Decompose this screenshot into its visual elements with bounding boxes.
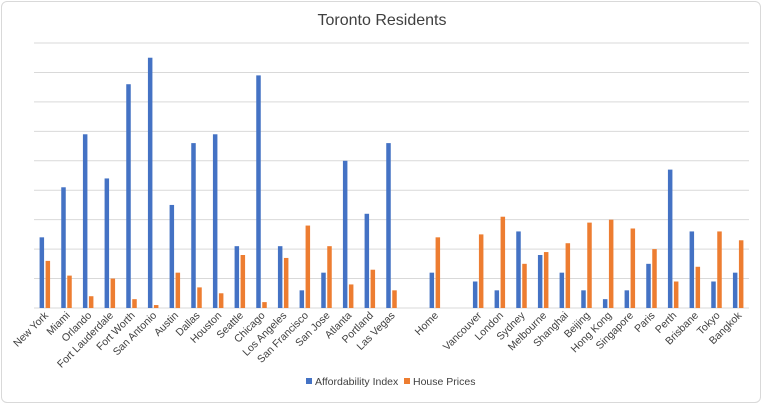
bar-affordability-31 <box>711 281 716 308</box>
bar-affordability-24 <box>559 272 565 308</box>
bar-affordability-5 <box>147 57 153 308</box>
bar-affordability-27 <box>624 290 630 308</box>
legend: Affordability Index House Prices <box>306 376 475 388</box>
bars <box>39 57 744 308</box>
legend-label-1: House Prices <box>413 376 475 388</box>
bar-house-prices-24 <box>565 243 571 308</box>
bar-house-prices-14 <box>348 284 354 308</box>
bar-house-prices-2 <box>88 296 94 308</box>
chart-title: Toronto Residents <box>318 12 447 29</box>
bar-affordability-6 <box>169 204 175 308</box>
bar-house-prices-21 <box>500 216 506 308</box>
bar-affordability-7 <box>191 143 196 308</box>
bar-affordability-30 <box>689 231 695 308</box>
bar-affordability-20 <box>472 281 478 308</box>
bar-house-prices-1 <box>67 275 72 308</box>
bar-affordability-8 <box>212 134 218 308</box>
bar-affordability-10 <box>256 75 261 308</box>
bar-affordability-26 <box>602 299 608 308</box>
bar-affordability-18 <box>429 272 435 308</box>
bar-house-prices-23 <box>543 252 549 308</box>
bar-house-prices-13 <box>327 246 332 308</box>
bar-house-prices-25 <box>587 222 592 308</box>
legend-label-0: Affordability Index <box>315 376 399 388</box>
bar-affordability-32 <box>732 272 738 308</box>
bar-affordability-21 <box>494 290 500 308</box>
bar-house-prices-28 <box>652 249 657 308</box>
bar-house-prices-26 <box>608 219 614 308</box>
bar-affordability-15 <box>364 213 370 308</box>
bar-house-prices-9 <box>240 255 246 308</box>
bar-affordability-23 <box>537 255 543 308</box>
bar-house-prices-18 <box>435 237 441 308</box>
bar-affordability-1 <box>61 187 66 308</box>
gridlines <box>34 42 749 309</box>
bar-house-prices-3 <box>110 278 116 308</box>
legend-swatch-1 <box>404 378 410 384</box>
bar-affordability-14 <box>342 160 348 308</box>
bar-house-prices-15 <box>370 269 376 308</box>
bar-affordability-29 <box>667 169 673 308</box>
category-label: Home <box>413 310 441 338</box>
bar-house-prices-7 <box>197 287 202 308</box>
bar-house-prices-27 <box>630 228 636 308</box>
category-label: Paris <box>632 310 657 335</box>
bar-affordability-28 <box>646 263 651 308</box>
bar-house-prices-10 <box>262 302 267 308</box>
bar-affordability-2 <box>82 134 88 308</box>
bar-house-prices-0 <box>45 260 51 308</box>
bar-affordability-13 <box>321 272 326 308</box>
bar-house-prices-12 <box>305 225 311 308</box>
bar-house-prices-4 <box>132 299 137 308</box>
bar-affordability-25 <box>581 290 586 308</box>
bar-house-prices-30 <box>695 266 701 308</box>
bar-house-prices-31 <box>717 231 722 308</box>
bar-affordability-11 <box>277 246 283 308</box>
bar-affordability-9 <box>234 246 240 308</box>
bar-house-prices-20 <box>478 234 484 308</box>
bar-affordability-3 <box>104 178 110 308</box>
bar-house-prices-29 <box>673 281 679 308</box>
bar-house-prices-32 <box>738 240 744 308</box>
bar-house-prices-11 <box>283 257 289 308</box>
bar-house-prices-6 <box>175 272 181 308</box>
bar-affordability-22 <box>516 231 521 308</box>
bar-house-prices-5 <box>153 305 159 308</box>
bar-affordability-12 <box>299 290 305 308</box>
bar-house-prices-16 <box>392 290 397 308</box>
bar-affordability-16 <box>386 143 391 308</box>
bar-house-prices-8 <box>218 293 224 308</box>
bar-affordability-0 <box>39 237 45 308</box>
bar-house-prices-22 <box>522 263 527 308</box>
legend-swatch-0 <box>306 378 312 384</box>
bar-affordability-4 <box>126 84 131 308</box>
